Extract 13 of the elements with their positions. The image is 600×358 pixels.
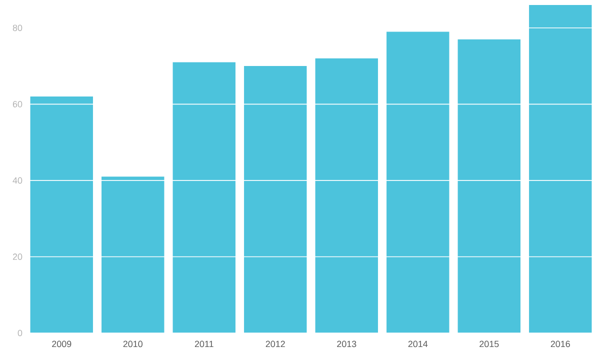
y-tick-label: 80 <box>12 24 22 32</box>
x-tick-label: 2009 <box>52 340 72 348</box>
x-tick-label: 2012 <box>266 340 285 348</box>
x-tick-label: 2010 <box>123 340 142 348</box>
y-tick-label: 0 <box>18 330 22 336</box>
x-tick-label: 2013 <box>337 340 356 348</box>
x-tick-label: 2016 <box>550 340 570 348</box>
y-tick-label: 60 <box>12 100 22 108</box>
y-tick-label: 40 <box>12 177 22 184</box>
x-tick-label: 2011 <box>194 340 214 348</box>
x-tick-label: 2015 <box>480 340 499 348</box>
x-tick-label: 2014 <box>408 340 428 348</box>
y-tick-label: 20 <box>12 254 22 260</box>
